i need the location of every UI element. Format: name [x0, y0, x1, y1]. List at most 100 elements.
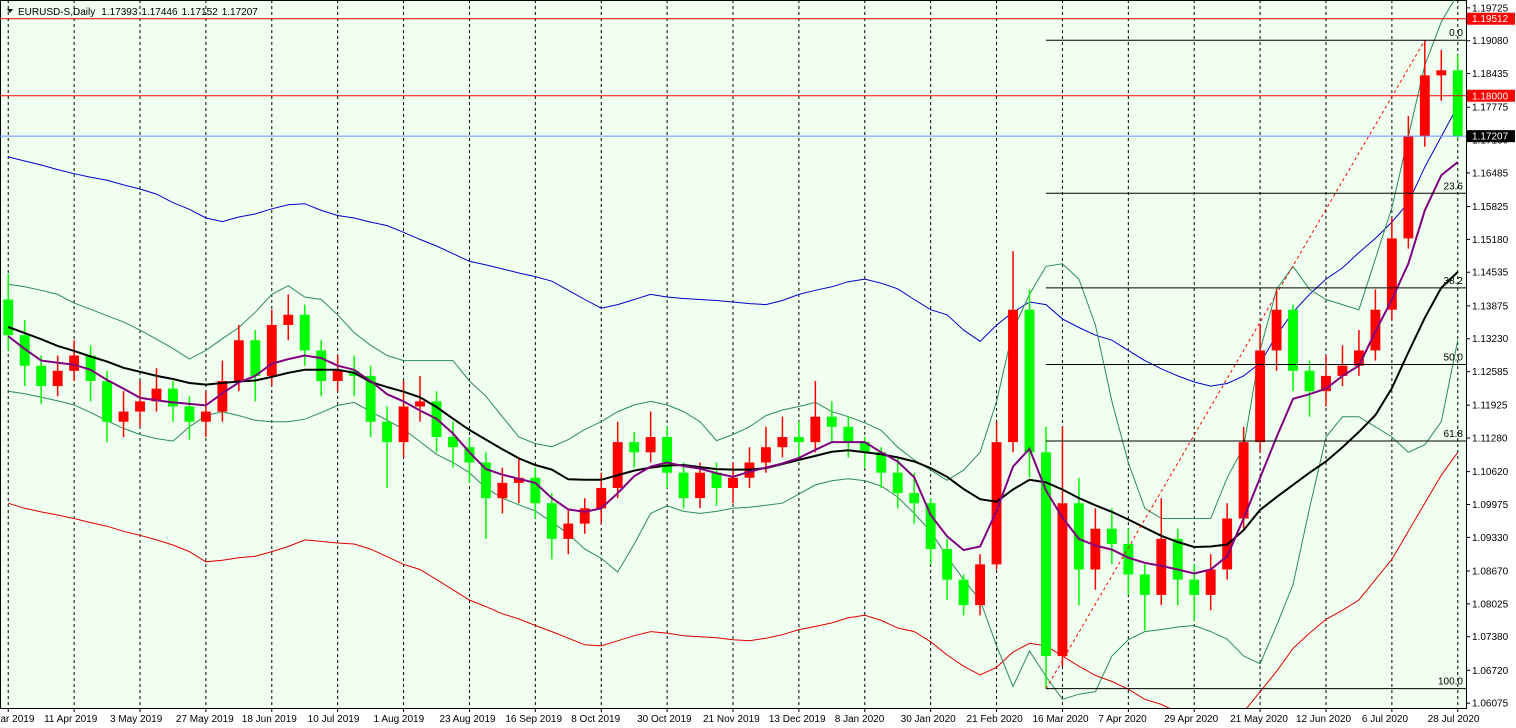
candle-body	[102, 380, 113, 422]
candle-body	[1205, 569, 1216, 595]
candle-body	[892, 472, 903, 494]
candle-body	[975, 564, 986, 606]
candle-body	[19, 335, 30, 366]
candles	[3, 40, 1463, 689]
candle-body	[332, 370, 343, 381]
candle-body	[958, 579, 969, 606]
candle-body	[761, 447, 771, 463]
y-tick-label: 1.08670	[1472, 566, 1509, 577]
y-tick-label: 1.06075	[1472, 699, 1509, 710]
price-box	[1467, 89, 1515, 102]
x-tick-label: 16 Sep 2019	[505, 714, 562, 725]
candle-body	[1436, 70, 1447, 76]
candle-body	[1024, 309, 1035, 453]
candle-body	[925, 503, 936, 550]
candle-body	[1386, 238, 1397, 310]
symbol: EURUSD-S,Daily	[18, 7, 95, 18]
price-box	[1467, 130, 1515, 143]
candle-body	[1288, 309, 1298, 371]
candle-body	[777, 437, 788, 448]
x-tick-label: 16 Mar 2020	[1032, 714, 1089, 725]
y-tick-label: 1.13230	[1472, 334, 1509, 345]
fib-trendline	[1045, 39, 1426, 689]
indicator-line	[8, 0, 1455, 519]
candle-body	[1403, 136, 1414, 239]
candle-body	[250, 340, 261, 376]
indicator-line	[8, 452, 1459, 708]
candle-body	[415, 401, 425, 407]
x-tick-label: 7 Apr 2020	[1098, 714, 1147, 725]
indicator-line	[8, 340, 1459, 700]
candle-body	[1271, 309, 1282, 351]
x-tick-label: 1 Aug 2019	[374, 714, 425, 725]
y-tick-label: 1.15825	[1472, 202, 1509, 213]
candle-body	[1255, 350, 1266, 443]
x-tick-label: 21 Feb 2020	[967, 714, 1024, 725]
candle-body	[579, 508, 590, 524]
fib-label: 61.8	[1444, 429, 1464, 440]
candle-body	[662, 437, 673, 473]
x-tick-label: 10 Jul 2019	[308, 714, 360, 725]
x-tick-label: 3 May 2019	[110, 714, 163, 725]
candle-body	[629, 442, 640, 453]
y-tick-label: 1.09330	[1472, 533, 1509, 544]
candle-body	[497, 482, 508, 499]
y-tick-label: 1.09975	[1472, 500, 1509, 511]
fib-label: 0.0	[1449, 28, 1463, 39]
candle-body	[398, 406, 409, 443]
candle-body	[266, 324, 277, 376]
fib-label: 50.0	[1444, 352, 1464, 363]
candle-body	[695, 472, 705, 499]
candle-body	[85, 355, 96, 381]
candle-body	[678, 472, 689, 499]
x-tick-label: 30 Jan 2020	[901, 714, 956, 725]
ohlc: 1.17393	[101, 7, 138, 18]
candle-body	[118, 411, 129, 422]
candle-body	[1090, 528, 1101, 570]
candle-body	[1304, 370, 1315, 392]
ohlc: 1.17152	[182, 7, 219, 18]
ohlc: 1.17446	[141, 7, 178, 18]
x-tick-label: 8 Oct 2019	[571, 714, 620, 725]
x-tick-label: 29 Apr 2020	[1164, 714, 1218, 725]
candle-body	[1337, 365, 1348, 376]
x-tick-label: 13 Dec 2019	[769, 714, 826, 725]
candle-body	[316, 350, 327, 381]
x-tick-label: 21 Nov 2019	[703, 714, 760, 725]
fib-label: 38.2	[1444, 276, 1464, 287]
candle-body	[728, 477, 738, 488]
candle-body	[596, 487, 607, 509]
fib-label: 100.0	[1438, 677, 1463, 688]
y-tick-label: 1.11925	[1472, 401, 1508, 412]
y-tick-label: 1.19725	[1472, 3, 1509, 14]
candle-body	[448, 437, 458, 448]
candle-body	[711, 472, 722, 488]
y-tick-label: 1.14535	[1472, 268, 1509, 279]
indicator-line	[7, 161, 1459, 575]
x-tick-label: 28 Jul 2020	[1428, 714, 1480, 725]
indicator-line	[8, 105, 1459, 387]
candle-body	[184, 406, 195, 422]
price-label: 1.19512	[1472, 14, 1509, 25]
candle-body	[1189, 579, 1200, 595]
candle-body	[151, 388, 162, 402]
y-tick-label: 1.18435	[1472, 69, 1509, 80]
price-box	[1467, 12, 1515, 25]
candle-body	[1321, 375, 1331, 392]
candle-body	[3, 299, 14, 336]
candle-body	[530, 477, 541, 504]
y-tick-label: 1.06720	[1472, 666, 1509, 677]
y-tick-label: 1.19080	[1472, 36, 1509, 47]
candle-body	[810, 416, 821, 443]
y-tick-label: 1.08025	[1472, 599, 1509, 610]
fib-label: 23.6	[1444, 181, 1464, 192]
x-tick-label: 8 Jan 2020	[835, 714, 885, 725]
x-tick-label: 23 Aug 2019	[439, 714, 496, 725]
y-tick-label: 1.16485	[1472, 168, 1509, 179]
indicator-line	[7, 271, 1459, 549]
candle-body	[793, 437, 804, 443]
candle-body	[299, 314, 310, 351]
candle-body	[1073, 503, 1084, 570]
